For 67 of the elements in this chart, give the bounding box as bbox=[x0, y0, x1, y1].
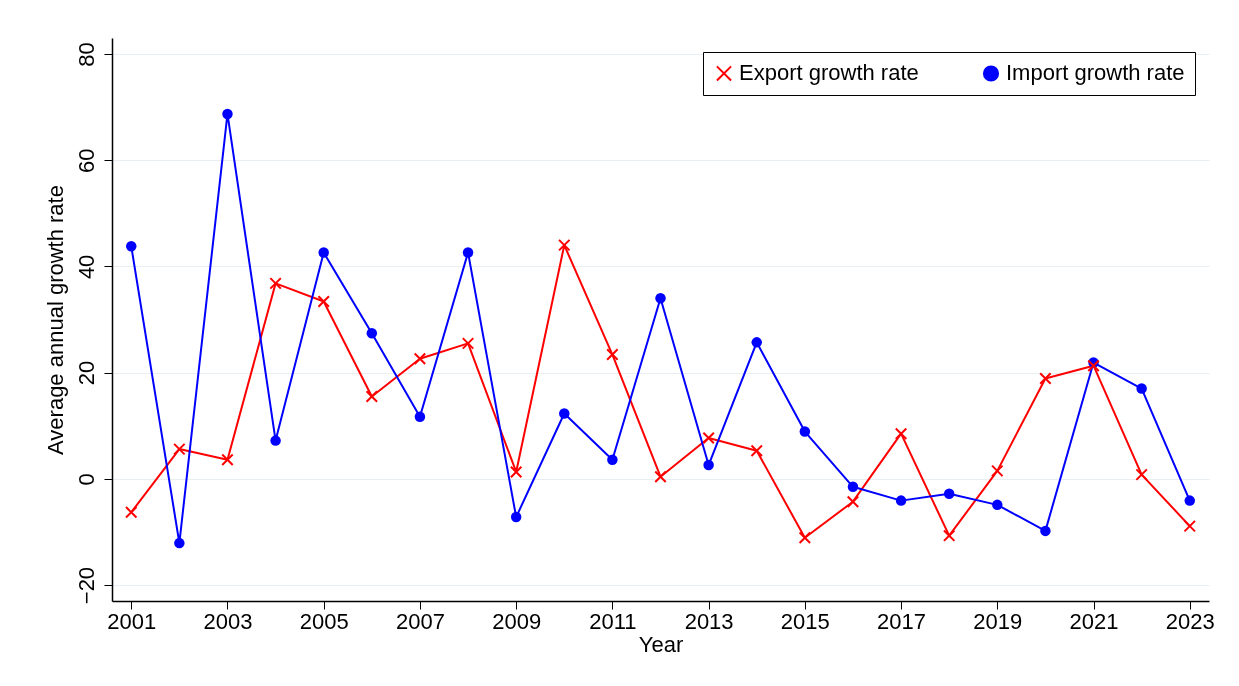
x-tick-label: 2005 bbox=[299, 608, 349, 634]
x-tick-label: 2003 bbox=[203, 608, 253, 634]
point bbox=[1087, 359, 1100, 372]
x-tick-label: 2007 bbox=[395, 608, 445, 634]
point bbox=[1039, 372, 1052, 385]
point bbox=[702, 431, 715, 445]
legend-label: Export growth rate bbox=[739, 60, 919, 86]
point bbox=[895, 495, 907, 506]
y-tick-label: 20 bbox=[73, 360, 99, 386]
x-tick-label: 2015 bbox=[780, 608, 830, 634]
point bbox=[366, 328, 378, 339]
point bbox=[173, 442, 186, 456]
point bbox=[365, 390, 379, 403]
point bbox=[654, 470, 667, 483]
point bbox=[125, 506, 138, 519]
y-tick-label: 60 bbox=[73, 148, 99, 173]
x-tick-label: 2017 bbox=[877, 608, 927, 634]
point bbox=[222, 108, 233, 120]
x-tick-label: 2023 bbox=[1165, 608, 1215, 634]
point bbox=[318, 247, 329, 258]
point bbox=[462, 247, 474, 258]
x-tick-label: 2021 bbox=[1069, 608, 1119, 634]
point bbox=[799, 426, 811, 437]
y-tick-label: 80 bbox=[73, 42, 99, 67]
point bbox=[798, 531, 812, 545]
point bbox=[1040, 525, 1051, 537]
legend-label: Import growth rate bbox=[1006, 60, 1185, 86]
point bbox=[942, 529, 956, 542]
point bbox=[750, 444, 763, 457]
point bbox=[846, 495, 860, 508]
point bbox=[414, 411, 426, 422]
x-tick-label: 2013 bbox=[684, 608, 734, 634]
point bbox=[1135, 468, 1148, 481]
point bbox=[992, 499, 1003, 511]
x-axis-title: Year bbox=[638, 631, 684, 657]
x-tick-label: 2001 bbox=[107, 608, 157, 634]
point bbox=[174, 537, 185, 549]
y-axis-title: Average annual growth rate bbox=[42, 185, 68, 455]
point bbox=[703, 459, 714, 471]
point bbox=[413, 352, 427, 366]
point bbox=[943, 488, 955, 499]
point bbox=[221, 453, 234, 466]
point bbox=[317, 295, 330, 308]
point bbox=[1136, 383, 1147, 394]
x-tick-label: 2009 bbox=[492, 608, 542, 634]
point bbox=[655, 293, 666, 304]
point bbox=[751, 337, 762, 348]
point bbox=[509, 465, 523, 479]
point bbox=[269, 277, 282, 290]
point bbox=[606, 348, 619, 361]
point bbox=[126, 240, 137, 252]
point bbox=[1184, 495, 1195, 506]
y-tick-label: 40 bbox=[73, 254, 99, 280]
y-tick-label: 0 bbox=[73, 473, 99, 486]
x-tick-label: 2019 bbox=[973, 608, 1023, 634]
point bbox=[461, 337, 475, 350]
point bbox=[847, 481, 859, 493]
point bbox=[510, 511, 522, 523]
point bbox=[991, 464, 1004, 478]
x-tick-label: 2011 bbox=[589, 608, 637, 634]
point bbox=[270, 435, 281, 446]
point bbox=[607, 454, 618, 465]
point bbox=[1183, 519, 1196, 533]
y-tick-label: −20 bbox=[73, 566, 99, 605]
point bbox=[894, 427, 908, 440]
point bbox=[559, 408, 570, 419]
point bbox=[558, 238, 571, 252]
